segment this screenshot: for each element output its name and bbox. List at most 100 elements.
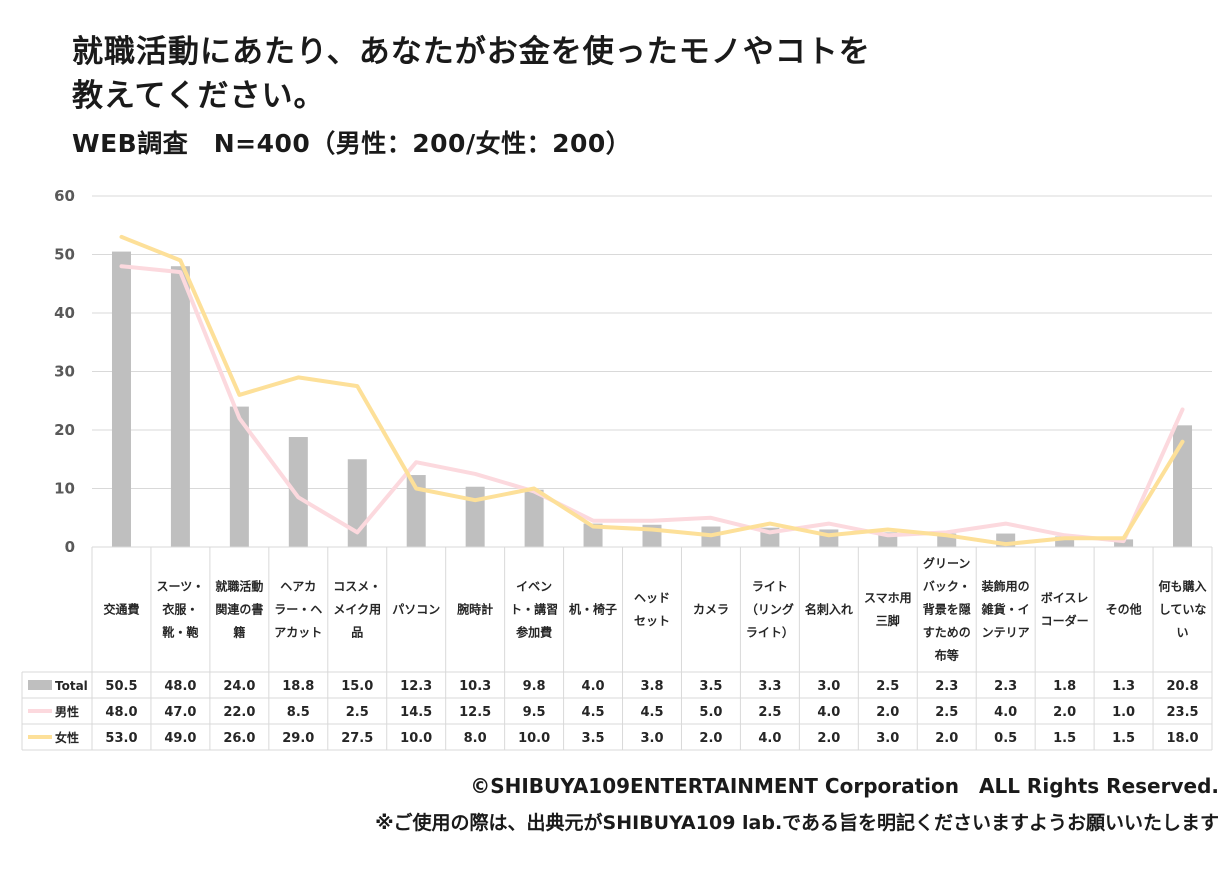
category-label: アカット: [274, 626, 322, 640]
table-value: 48.0: [164, 679, 196, 694]
category-label: 靴・鞄: [162, 625, 198, 640]
bar-total: [1055, 536, 1075, 547]
table-value: 4.5: [582, 705, 605, 720]
table-value: 1.5: [1053, 731, 1076, 746]
table-value: 4.0: [582, 679, 605, 694]
table-value: 3.5: [699, 679, 722, 694]
table-value: 8.5: [287, 705, 310, 720]
table-value: 4.0: [994, 705, 1017, 720]
table-value: 29.0: [282, 731, 314, 746]
y-tick-label: 10: [54, 480, 75, 498]
table-value: 1.3: [1112, 679, 1135, 694]
category-label: コスメ・: [333, 580, 381, 594]
table-value: 2.3: [994, 679, 1017, 694]
table-value: 1.8: [1053, 679, 1076, 694]
category-label: 背景を隠: [923, 602, 971, 617]
table-value: 5.0: [699, 705, 722, 720]
table-value: 3.0: [876, 731, 899, 746]
category-label: メイク用: [333, 603, 381, 617]
category-label: 参加費: [516, 625, 552, 640]
category-label: イベン: [516, 580, 552, 594]
y-tick-label: 0: [65, 538, 75, 556]
category-label: スマホ用: [864, 591, 912, 605]
category-label: ヘアカ: [280, 580, 316, 594]
bar-total: [583, 523, 603, 547]
category-label: ボイスレ: [1041, 590, 1089, 605]
table-value: 20.8: [1166, 679, 1198, 694]
category-label: すための: [923, 626, 971, 640]
category-label: 三脚: [876, 613, 900, 628]
category-label: 交通費: [103, 602, 139, 617]
category-label: 布等: [935, 648, 959, 663]
chart-title: 就職活動にあたり、あなたがお金を使ったモノやコトを 教えてください。: [72, 30, 1172, 118]
table-value: 10.0: [518, 731, 550, 746]
bar-total: [465, 486, 485, 547]
table-value: 10.3: [459, 679, 491, 694]
table-value: 8.0: [464, 731, 487, 746]
category-label: 名刺入れ: [805, 602, 853, 617]
table-value: 2.0: [1053, 705, 1076, 720]
category-label: スーツ・: [157, 580, 205, 594]
table-value: 4.5: [640, 705, 663, 720]
table-value: 53.0: [105, 731, 137, 746]
category-label: 机・椅子: [569, 602, 617, 617]
table-value: 2.0: [876, 705, 899, 720]
category-label: していな: [1159, 603, 1207, 617]
category-label: パソコン: [392, 603, 440, 617]
chart-subtitle: WEB調査 N=400（男性：200/女性：200）: [72, 129, 632, 158]
category-label: 腕時計: [456, 602, 493, 617]
category-label: ト・講習: [510, 602, 558, 617]
series-line-male: [119, 264, 1185, 544]
category-label: コーダー: [1041, 613, 1089, 628]
table-value: 47.0: [164, 705, 196, 720]
table-value: 18.0: [1166, 731, 1198, 746]
table-value: 15.0: [341, 679, 373, 694]
y-tick-label: 40: [54, 304, 75, 322]
bar-total: [288, 437, 308, 547]
table-value: 1.5: [1112, 731, 1135, 746]
category-label: 籍: [233, 625, 245, 640]
table-value: 0.5: [994, 731, 1017, 746]
category-label: 就職活動: [215, 579, 263, 594]
table-value: 4.0: [817, 705, 840, 720]
category-label: その他: [1106, 602, 1142, 617]
legend-key-total: [28, 680, 52, 690]
table-value: 4.0: [758, 731, 781, 746]
table-value: 12.5: [459, 705, 491, 720]
table-value: 27.5: [341, 731, 373, 746]
table-value: 2.5: [758, 705, 781, 720]
category-label: （リング: [746, 602, 794, 617]
category-label: セット: [634, 614, 670, 628]
table-value: 2.0: [699, 731, 722, 746]
table-value: 24.0: [223, 679, 255, 694]
title-line-1: 就職活動にあたり、あなたがお金を使ったモノやコトを: [72, 34, 871, 70]
table-value: 22.0: [223, 705, 255, 720]
category-label: バック・: [923, 580, 971, 594]
table-value: 12.3: [400, 679, 432, 694]
category-label: 品: [351, 626, 363, 640]
category-label: 衣服・: [162, 602, 198, 617]
table-value: 2.5: [876, 679, 899, 694]
category-label: ラー・ヘ: [274, 603, 322, 617]
table-value: 26.0: [223, 731, 255, 746]
table-value: 3.0: [817, 679, 840, 694]
category-label: ヘッド: [634, 591, 670, 605]
table-value: 23.5: [1166, 705, 1198, 720]
copyright-notice: ©SHIBUYA109ENTERTAINMENT Corporation ALL…: [470, 774, 1219, 798]
bar-total: [1114, 539, 1134, 547]
table-value: 3.5: [582, 731, 605, 746]
table-value: 18.8: [282, 679, 314, 694]
category-label: ライト: [752, 580, 788, 594]
category-label: ライト）: [746, 625, 794, 640]
y-tick-label: 50: [54, 246, 75, 264]
table-value: 3.3: [758, 679, 781, 694]
category-label: 装飾用の: [981, 579, 1030, 594]
table-value: 10.0: [400, 731, 432, 746]
category-label: 何も購入: [1159, 579, 1207, 594]
table-value: 9.5: [523, 705, 546, 720]
table-value: 2.3: [935, 679, 958, 694]
bar-total: [406, 475, 426, 547]
table-value: 2.0: [817, 731, 840, 746]
category-label: 雑貨・イ: [981, 602, 1030, 617]
bar-total: [229, 406, 249, 547]
